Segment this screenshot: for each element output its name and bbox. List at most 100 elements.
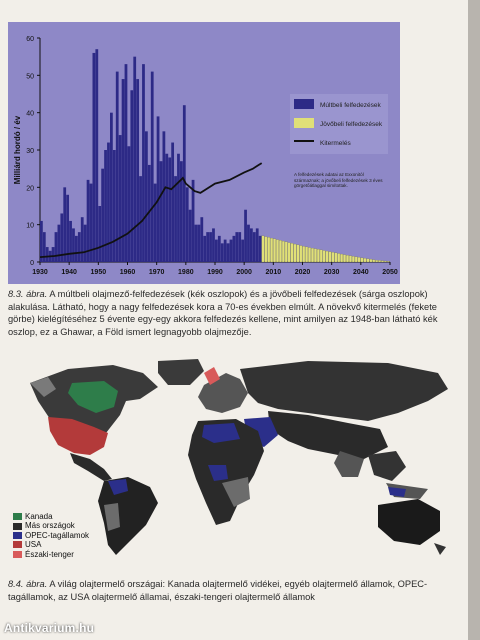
bar-past bbox=[247, 224, 250, 262]
x-tick-label: 1950 bbox=[91, 269, 107, 276]
bar-future bbox=[316, 249, 320, 263]
bar-past bbox=[241, 239, 245, 262]
bar-future bbox=[381, 260, 384, 263]
bar-past bbox=[212, 228, 215, 262]
india bbox=[334, 451, 364, 477]
russia bbox=[240, 361, 448, 421]
legend-label: Jövőbeli felfedezések bbox=[320, 121, 383, 128]
y-tick-label: 10 bbox=[26, 223, 34, 230]
bar-past bbox=[77, 232, 81, 262]
bar-past bbox=[191, 179, 195, 262]
bar-future bbox=[314, 248, 317, 263]
bar-past bbox=[180, 161, 183, 262]
bar-future bbox=[357, 257, 361, 263]
bar-past bbox=[177, 153, 180, 262]
map-legend-label: Más országok bbox=[25, 521, 75, 531]
map-legend-swatch bbox=[13, 513, 22, 521]
bar-future bbox=[337, 253, 341, 263]
bar-future bbox=[351, 256, 355, 263]
bar-past bbox=[255, 228, 259, 262]
bar-past bbox=[252, 232, 256, 262]
bar-future bbox=[305, 246, 308, 263]
alaska bbox=[30, 377, 56, 397]
bar-past bbox=[112, 150, 116, 262]
bar-future bbox=[279, 240, 282, 263]
bar-past bbox=[45, 247, 49, 262]
map-legend-item: OPEC-tagállamok bbox=[13, 531, 89, 540]
chart-caption-label: 8.3. ábra. bbox=[8, 289, 48, 299]
bar-future bbox=[363, 258, 367, 263]
nigeria-opec bbox=[208, 465, 228, 481]
legend-label: Múltbeli felfedezések bbox=[320, 102, 381, 109]
bar-future bbox=[319, 249, 323, 263]
bar-past bbox=[215, 239, 218, 262]
bar-past bbox=[51, 247, 55, 262]
y-tick-label: 20 bbox=[26, 185, 34, 192]
bar-future bbox=[331, 252, 335, 263]
bar-past bbox=[194, 224, 198, 262]
bar-past bbox=[153, 183, 157, 262]
bar-past bbox=[130, 90, 134, 263]
bar-past bbox=[104, 150, 107, 262]
bar-future bbox=[349, 255, 352, 263]
x-tick-label: 1960 bbox=[120, 269, 136, 276]
bar-past bbox=[127, 146, 131, 262]
legend-swatch-future bbox=[294, 118, 314, 128]
bar-past bbox=[171, 142, 175, 262]
bar-future bbox=[386, 261, 390, 263]
bar-future bbox=[281, 240, 285, 263]
x-tick-label: 2000 bbox=[236, 269, 252, 276]
bar-past bbox=[136, 79, 140, 262]
canada-region bbox=[68, 381, 118, 413]
bar-future bbox=[384, 260, 387, 263]
bar-past bbox=[63, 187, 67, 262]
bar-future bbox=[375, 260, 378, 263]
bar-past bbox=[115, 71, 119, 262]
bar-past bbox=[95, 49, 99, 263]
map-caption-label: 8.4. ábra. bbox=[8, 579, 48, 589]
bar-past bbox=[42, 232, 46, 262]
bar-past bbox=[139, 176, 142, 262]
bar-future bbox=[270, 238, 273, 263]
bar-future bbox=[264, 236, 268, 263]
map-legend-label: Északi-tenger bbox=[25, 549, 74, 559]
x-tick-label: 1980 bbox=[178, 269, 194, 276]
bar-past bbox=[165, 153, 169, 262]
bar-past bbox=[86, 179, 90, 262]
bar-past bbox=[235, 232, 239, 262]
bar-future bbox=[276, 239, 279, 263]
bar-past bbox=[197, 224, 201, 262]
map-legend-item: USA bbox=[13, 540, 89, 549]
page-edge bbox=[468, 0, 480, 640]
bar-future bbox=[378, 260, 381, 263]
indonesia-opec bbox=[388, 487, 406, 497]
map-caption: 8.4. ábra. A világ olajtermelő országai:… bbox=[8, 578, 460, 603]
bar-past bbox=[66, 194, 70, 262]
bar-past bbox=[217, 235, 221, 262]
map-legend-label: USA bbox=[25, 540, 42, 550]
map-legend-item: Más országok bbox=[13, 521, 89, 530]
usa-region bbox=[48, 417, 108, 455]
southeast-asia bbox=[368, 451, 406, 481]
y-tick-label: 30 bbox=[26, 148, 34, 155]
bar-future bbox=[366, 258, 370, 263]
world-map bbox=[8, 355, 460, 560]
map-legend-swatch bbox=[13, 541, 22, 549]
y-tick-label: 50 bbox=[26, 73, 34, 80]
y-tick-label: 60 bbox=[26, 36, 34, 43]
map-legend-label: Kanada bbox=[25, 512, 53, 521]
bar-past bbox=[145, 131, 148, 262]
bar-past bbox=[133, 56, 137, 262]
bar-future bbox=[293, 243, 297, 263]
north-africa-opec bbox=[202, 423, 240, 443]
bar-past bbox=[83, 224, 87, 262]
bar-past bbox=[168, 157, 172, 262]
map-legend-swatch bbox=[13, 522, 22, 530]
x-tick-label: 1970 bbox=[149, 269, 165, 276]
bar-future bbox=[346, 255, 349, 263]
bar-past bbox=[110, 112, 113, 263]
bar-past bbox=[69, 220, 72, 262]
y-tick-label: 0 bbox=[30, 260, 34, 267]
australia bbox=[378, 499, 440, 545]
